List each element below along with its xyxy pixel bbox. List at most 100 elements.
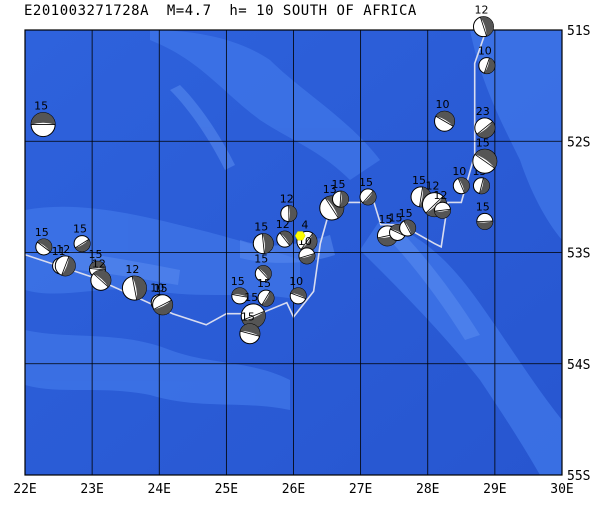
depth-label: 15 — [244, 291, 258, 304]
x-axis-ticks: 22E 23E 24E 25E 26E 27E 28E 29E 30E — [13, 482, 573, 497]
nodal-plane — [434, 208, 451, 212]
map-frame — [24, 29, 563, 476]
focal-mechanism: 15 — [73, 223, 91, 253]
focal-mechanism: 15 — [257, 277, 275, 307]
y-tick-label: 55S — [567, 469, 590, 484]
y-tick-label: 53S — [567, 247, 590, 262]
y-tick-label: 54S — [567, 358, 590, 373]
beachball-compression — [31, 112, 56, 125]
beachball-compression — [75, 239, 91, 252]
focal-mechanism: 12 — [54, 243, 76, 277]
focal-mechanism: 15 — [399, 207, 417, 237]
focal-mechanism: 12 — [121, 263, 147, 301]
focal-mechanism: 10 — [434, 98, 456, 132]
depth-label: 15 — [34, 100, 48, 113]
nodal-plane — [425, 196, 444, 214]
beachball-compression — [362, 190, 377, 205]
depth-label: 15 — [73, 223, 87, 236]
nodal-plane — [324, 197, 339, 219]
beachball-compression — [458, 177, 470, 194]
depth-label: 15 — [378, 213, 392, 226]
focal-mechanism: 15 — [359, 176, 377, 206]
focal-mechanism: 12 — [472, 4, 494, 38]
nodal-plane — [474, 154, 495, 169]
beachball-compression — [93, 270, 111, 288]
beachball-compression — [299, 253, 315, 264]
nodal-plane — [261, 233, 265, 254]
depth-label: 15 — [241, 311, 255, 324]
depth-label: 12 — [56, 243, 70, 256]
x-tick-label: 30E — [550, 482, 573, 497]
beachball-compression — [240, 323, 260, 337]
depth-label: 15 — [389, 211, 403, 224]
focal-mechanism: 12 — [280, 193, 298, 223]
depth-label: 11 — [52, 245, 66, 258]
nodal-plane — [279, 232, 291, 246]
depth-label: 12 — [92, 257, 106, 270]
nodal-plane — [261, 291, 271, 306]
x-tick-label: 27E — [349, 482, 372, 497]
depth-label: 15 — [154, 282, 168, 295]
beachball-compression — [279, 231, 293, 246]
beachball-compression — [480, 16, 494, 37]
nodal-plane — [476, 220, 493, 223]
beachball-compression — [262, 233, 274, 254]
nodal-plane — [89, 268, 106, 271]
nodal-plane — [479, 177, 484, 194]
depth-label: 15 — [331, 178, 345, 191]
depth-label: 10 — [436, 98, 450, 111]
focal-mechanism: 15 — [152, 282, 174, 316]
nodal-plane — [476, 121, 493, 135]
beachball-compression — [479, 177, 490, 194]
beachball-compression — [231, 287, 248, 298]
depth-label: 15 — [476, 200, 490, 213]
epicenter-marker — [294, 231, 306, 241]
epicenter-hexagon — [294, 231, 306, 241]
beachball-compression — [261, 291, 274, 307]
focal-mechanism: 15 — [30, 100, 56, 138]
focal-mechanism: 13 — [319, 183, 345, 221]
focal-mechanism: 15 — [476, 200, 494, 230]
depth-label: 12 — [125, 263, 139, 276]
depth-label: 12 — [474, 4, 488, 17]
beachball-compression — [37, 238, 52, 252]
depth-label: 12 — [434, 189, 448, 202]
depth-label: 10 — [478, 45, 492, 58]
y-tick-label: 51S — [567, 24, 590, 39]
x-tick-label: 25E — [215, 482, 238, 497]
focal-mechanism: 15 — [231, 275, 249, 305]
grid-lines — [25, 30, 562, 475]
y-tick-label: 52S — [567, 135, 590, 150]
y-axis-ticks: 51S 52S 53S 54S 55S — [567, 24, 590, 484]
x-tick-label: 28E — [416, 482, 439, 497]
beachball-compression — [301, 233, 317, 252]
nodal-plane — [483, 57, 490, 74]
depth-label: 15 — [257, 277, 271, 290]
nodal-plane — [403, 220, 412, 236]
x-tick-label: 23E — [80, 482, 103, 497]
x-tick-label: 26E — [282, 482, 305, 497]
depth-label: 15 — [412, 174, 426, 187]
nodal-plane — [153, 299, 172, 310]
nodal-plane — [362, 190, 374, 204]
depth-label: 15 — [476, 136, 490, 149]
depth-label: 10 — [150, 282, 164, 295]
depth-label: 15 — [231, 275, 245, 288]
focal-mechanism: 12 — [434, 189, 452, 219]
beachball-compression — [403, 220, 416, 236]
nodal-plane — [37, 241, 51, 253]
depth-label: 15 — [254, 253, 268, 266]
depth-label: 4 — [301, 218, 308, 231]
nodal-plane — [131, 276, 138, 300]
nodal-plane — [61, 256, 70, 276]
beachball-compression — [434, 209, 451, 219]
focal-mechanism: 23 — [474, 105, 496, 139]
beachball-compression — [484, 58, 495, 74]
nodal-plane — [457, 178, 465, 194]
map-title: E201003271728A M=4.7 h= 10 SOUTH OF AFRI… — [24, 3, 417, 19]
x-tick-label: 22E — [13, 482, 36, 497]
depth-label: 15 — [35, 226, 49, 239]
depth-label: 12 — [425, 180, 439, 193]
